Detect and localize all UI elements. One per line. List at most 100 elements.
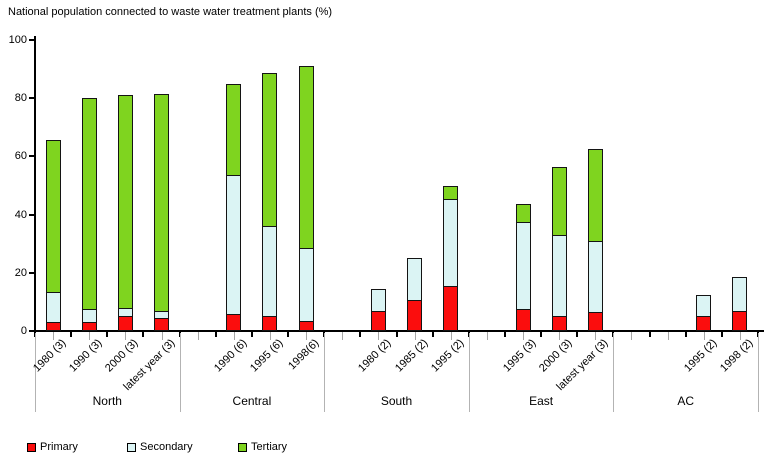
x-axis-tick [720, 332, 723, 337]
bar-segment-primary [370, 310, 386, 331]
bar-segment-tertiary [154, 93, 170, 312]
group-separator [179, 333, 181, 412]
x-axis-minor-tick [306, 332, 308, 340]
bar-label: 1998 (2) [717, 337, 756, 375]
legend-label: Primary [40, 441, 78, 453]
y-axis-label: 40 [14, 208, 27, 221]
bar-segment-primary [515, 309, 531, 331]
x-axis-minor-tick [559, 332, 561, 340]
x-axis-tick [250, 332, 253, 337]
bar-label: 1980 (2) [356, 337, 394, 375]
x-axis-tick [540, 332, 543, 337]
x-axis-tick [106, 332, 109, 337]
bar-segment-tertiary [587, 149, 603, 242]
bar-segment-secondary [515, 221, 531, 311]
bar-segment-primary [226, 313, 242, 331]
x-axis-minor-tick [523, 332, 525, 340]
x-axis-minor-tick [53, 332, 55, 340]
x-axis-tick [142, 332, 145, 337]
bar-segment-primary [262, 316, 278, 331]
x-axis-minor-tick [197, 332, 199, 340]
x-axis-minor-tick [89, 332, 91, 340]
x-axis-minor-tick [161, 332, 163, 340]
bar-segment-secondary [587, 240, 603, 314]
bar-segment-tertiary [515, 204, 531, 223]
x-axis-minor-tick [595, 332, 597, 340]
group-label: Central [232, 394, 272, 408]
x-axis-tick [70, 332, 73, 337]
bar-segment-secondary [226, 175, 242, 315]
bar-segment-secondary [154, 310, 170, 319]
bar-label: 1995 (6) [247, 337, 286, 375]
bar-segment-secondary [696, 294, 712, 318]
group-separator [324, 333, 326, 412]
group-label: North [92, 394, 122, 408]
bar-segment-secondary [443, 198, 459, 287]
bar-segment-tertiary [443, 185, 459, 200]
bar-label: 1990 (6) [211, 337, 250, 375]
bar-segment-primary [407, 300, 423, 331]
group-separator [613, 333, 615, 412]
bar-segment-secondary [45, 291, 61, 324]
x-axis-tick [395, 332, 398, 337]
y-axis-label: 80 [14, 92, 27, 105]
bar-label: 1995 (3) [501, 337, 539, 375]
x-axis-minor-tick [414, 332, 416, 340]
x-axis-minor-tick [342, 332, 344, 340]
bar-segment-primary [298, 320, 314, 331]
y-axis-label: 100 [8, 34, 27, 46]
bar-segment-primary [117, 316, 133, 331]
x-axis-minor-tick [125, 332, 127, 340]
group-separator [758, 333, 759, 412]
y-axis-tick [29, 271, 35, 274]
bar-segment-primary [154, 317, 170, 331]
bar-segment-secondary [298, 248, 314, 322]
legend-label: Tertiary [251, 441, 288, 453]
x-axis-tick [684, 332, 687, 337]
bar-segment-secondary [117, 307, 133, 318]
x-axis-minor-tick [739, 332, 741, 340]
bar-segment-primary [696, 316, 712, 331]
bar-label: 1998(6) [286, 337, 322, 373]
y-axis-label: 60 [14, 150, 27, 163]
group-label: South [380, 394, 413, 408]
group-label: AC [677, 394, 695, 408]
group-separator [35, 333, 36, 412]
bar-label: 1980 (3) [31, 337, 69, 375]
y-axis-tick [29, 330, 35, 332]
chart-title: National population connected to waste w… [8, 6, 333, 18]
y-axis-tick [29, 97, 35, 100]
bar-segment-primary [732, 310, 748, 331]
bar-segment-tertiary [117, 95, 133, 309]
bar-segment-secondary [262, 226, 278, 318]
x-axis-tick [287, 332, 290, 337]
group-label: East [529, 394, 554, 408]
bar-segment-tertiary [262, 73, 278, 228]
x-axis-line [34, 330, 764, 332]
bar-segment-primary [551, 316, 567, 331]
bar-segment-tertiary [226, 83, 242, 177]
x-axis-tick [576, 332, 579, 337]
x-axis-minor-tick [667, 332, 669, 340]
bar-label: 1995 (2) [681, 337, 720, 375]
x-axis-minor-tick [703, 332, 705, 340]
x-axis-minor-tick [631, 332, 633, 340]
bar-label: 1990 (3) [67, 337, 105, 375]
bar-label: 1985 (2) [392, 337, 431, 375]
bar-segment-tertiary [298, 66, 314, 250]
bar-segment-primary [443, 285, 459, 331]
y-axis-tick [29, 39, 35, 41]
legend-swatch-tertiary [238, 443, 247, 452]
x-axis-minor-tick [233, 332, 235, 340]
x-axis-tick [359, 332, 362, 337]
x-axis-tick [431, 332, 434, 337]
y-axis-label: 0 [20, 325, 27, 337]
y-axis-line [34, 36, 36, 332]
x-axis-tick [648, 332, 651, 337]
x-axis-tick [214, 332, 217, 337]
bar-segment-secondary [81, 309, 97, 324]
bar-segment-secondary [551, 234, 567, 318]
bar-segment-primary [45, 322, 61, 331]
bar-segment-secondary [732, 277, 748, 312]
